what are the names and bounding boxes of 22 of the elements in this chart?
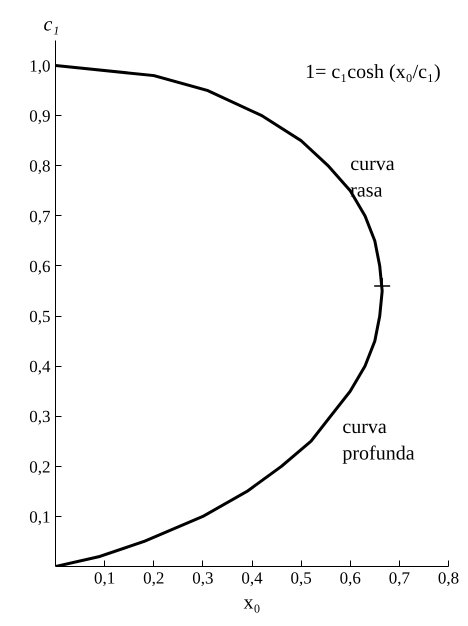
annotation: 1= c₁cosh (x₀/c₁) — [305, 61, 441, 84]
y-tick-label: 0,4 — [29, 357, 51, 376]
y-axis-title: c₁ — [44, 14, 60, 36]
x-axis-title: x₀ — [244, 592, 261, 614]
x-tick-label: 0,7 — [388, 568, 410, 588]
x-tick-label: 0,2 — [143, 568, 164, 588]
y-tick-label: 0,7 — [29, 206, 51, 226]
y-tick-label: 0,1 — [29, 507, 50, 526]
y-tick-label: 0,6 — [29, 256, 50, 276]
x-tick-label: 0,8 — [438, 568, 460, 588]
y-tick-label: 0,5 — [29, 307, 50, 326]
y-tick-label: 0,8 — [29, 156, 50, 176]
annotation: curva profunda — [342, 416, 415, 464]
x-tick-label: 0,5 — [290, 568, 312, 588]
x-tick-label: 0,1 — [94, 568, 116, 588]
y-tick-label: 0,3 — [29, 407, 50, 426]
y-tick-label: 0,2 — [29, 457, 50, 476]
y-tick-label: 0,9 — [29, 106, 50, 126]
y-tick-label: 1,0 — [29, 56, 50, 76]
x-tick-label: 0,6 — [340, 568, 361, 588]
x-tick-label: 0,4 — [241, 568, 264, 588]
x-tick-label: 0,3 — [192, 568, 214, 588]
